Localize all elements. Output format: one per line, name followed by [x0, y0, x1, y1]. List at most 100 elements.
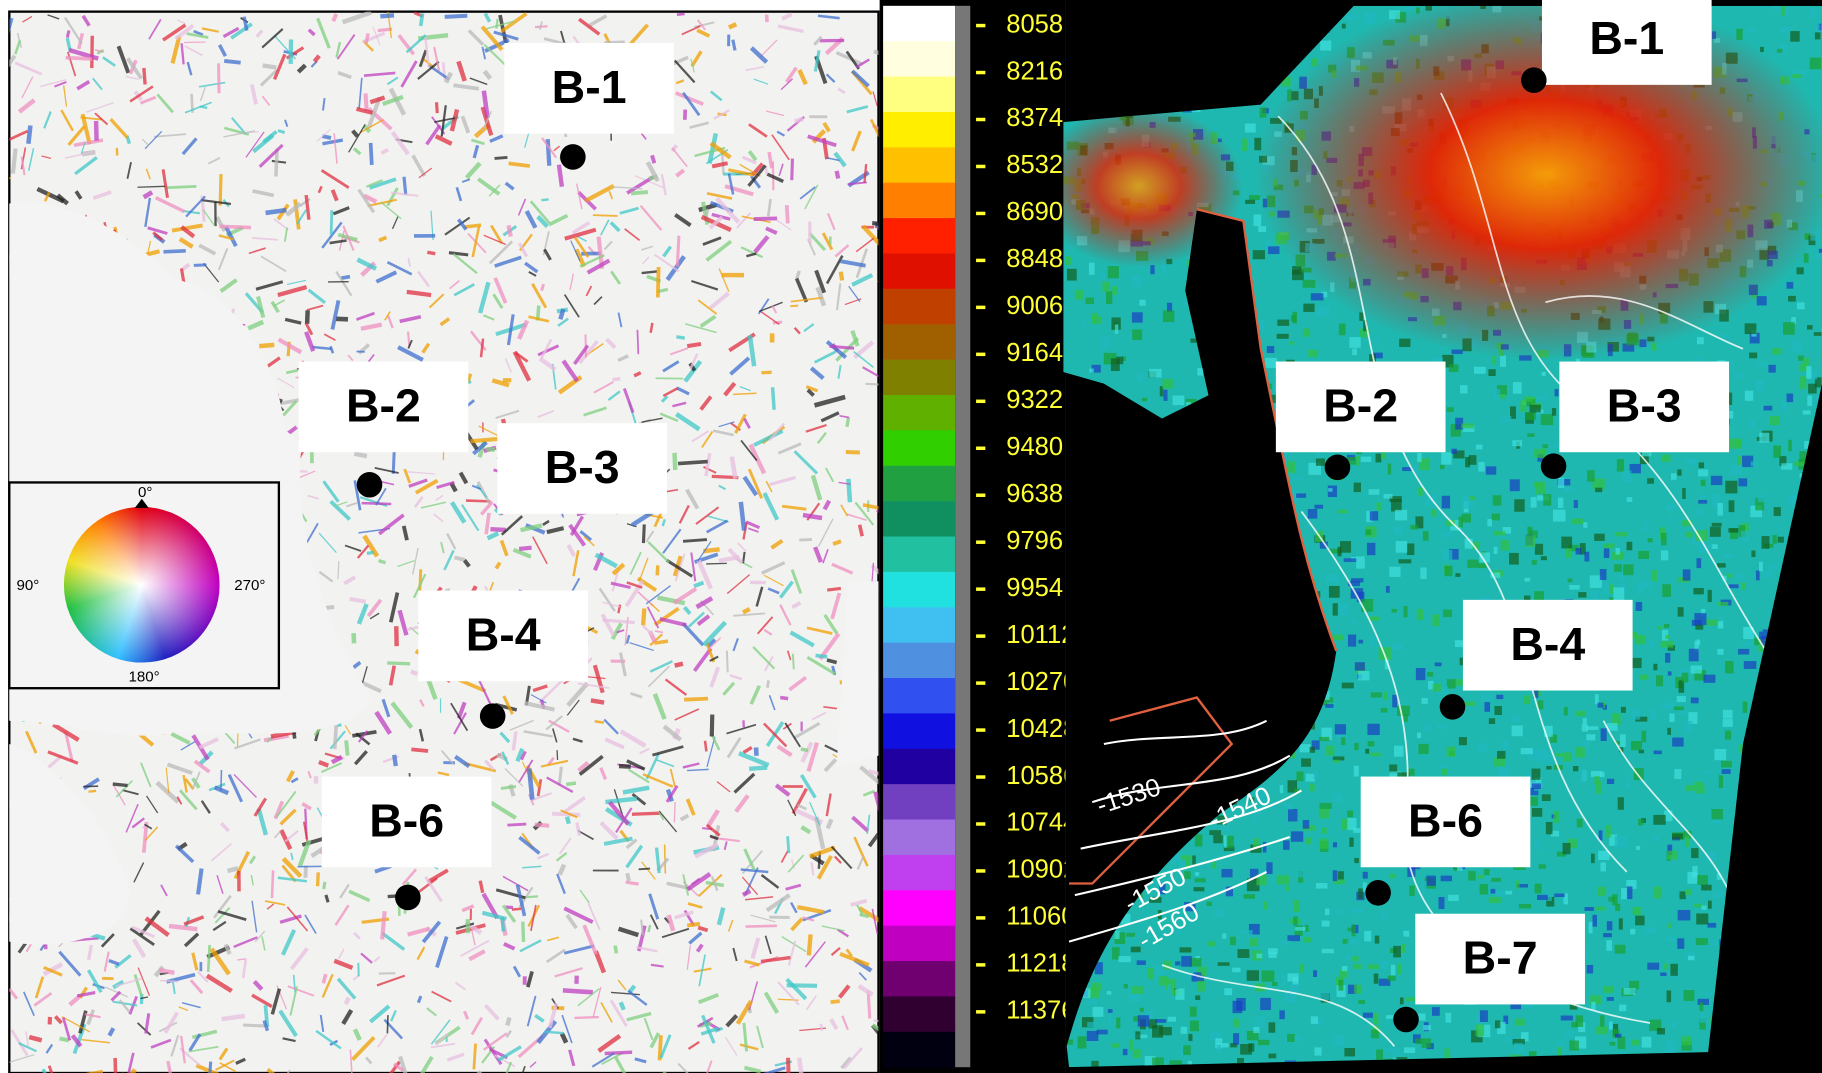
texture-cell — [1773, 507, 1781, 516]
texture-stroke — [278, 1009, 298, 1038]
texture-stroke — [870, 564, 879, 575]
texture-stroke — [363, 193, 378, 204]
colorbar-segment — [883, 642, 956, 679]
texture-stroke — [521, 1065, 526, 1073]
texture-stroke — [664, 678, 688, 696]
texture-stroke — [847, 181, 867, 186]
texture-cell — [1722, 709, 1733, 719]
texture-stroke — [170, 35, 182, 64]
texture-cell — [1237, 1058, 1244, 1068]
texture-cell — [1600, 862, 1606, 872]
texture-cell — [1224, 988, 1233, 996]
texture-cell — [1667, 645, 1676, 651]
texture-stroke — [250, 874, 254, 886]
texture-stroke — [330, 189, 339, 202]
texture-stroke — [851, 69, 870, 88]
texture-cell — [1206, 901, 1212, 907]
texture-cell — [1287, 935, 1301, 942]
texture-cell — [1716, 873, 1722, 880]
texture-stroke — [440, 541, 445, 554]
texture-stroke — [366, 598, 383, 618]
texture-cell — [1742, 641, 1754, 646]
texture-cell — [1475, 444, 1483, 450]
tick-label: 10112 — [1006, 621, 1075, 649]
texture-cell — [1396, 705, 1410, 717]
texture-cell — [1090, 316, 1102, 324]
texture-stroke — [133, 974, 143, 997]
texture-stroke — [481, 910, 507, 921]
texture-cell — [1685, 836, 1689, 848]
texture-stroke — [230, 117, 247, 135]
texture-stroke — [425, 124, 442, 146]
texture-cell — [1815, 252, 1822, 258]
texture-cell — [1499, 393, 1507, 399]
texture-stroke — [624, 228, 641, 242]
texture-cell — [1703, 674, 1716, 683]
texture-cell — [1783, 322, 1795, 335]
texture-stroke — [706, 519, 729, 534]
texture-stroke — [512, 965, 522, 978]
texture-stroke — [460, 115, 471, 134]
texture-cell — [1182, 302, 1189, 307]
texture-stroke — [144, 197, 152, 228]
texture-stroke — [281, 857, 303, 879]
texture-cell — [1551, 408, 1557, 416]
texture-cell — [1717, 621, 1724, 629]
texture-stroke — [283, 227, 289, 242]
texture-stroke — [645, 530, 655, 543]
texture-stroke — [593, 296, 603, 306]
texture-stroke — [380, 147, 389, 155]
well-label: B-3 — [1607, 379, 1682, 431]
texture-cell — [1195, 995, 1201, 1000]
texture-cell — [1314, 504, 1324, 509]
texture-stroke — [626, 175, 655, 195]
texture-stroke — [155, 780, 180, 804]
texture-stroke — [822, 548, 829, 564]
texture-stroke — [617, 354, 629, 363]
texture-stroke — [141, 821, 149, 853]
texture-stroke — [583, 535, 595, 547]
texture-cell — [1399, 997, 1404, 1005]
texture-cell — [1742, 455, 1754, 468]
texture-stroke — [273, 830, 282, 839]
texture-cell — [1476, 874, 1484, 879]
texture-stroke — [254, 930, 266, 943]
texture-cell — [1367, 741, 1375, 747]
texture-stroke — [407, 471, 435, 475]
texture-cell — [1440, 875, 1453, 882]
texture-cell — [1468, 871, 1476, 881]
texture-cell — [1594, 694, 1599, 705]
texture-stroke — [641, 270, 658, 275]
texture-cell — [1512, 440, 1523, 447]
texture-cell — [1347, 456, 1357, 465]
texture-cell — [1669, 713, 1675, 723]
texture-cell — [1353, 765, 1359, 777]
texture-stroke — [529, 200, 551, 224]
texture-cell — [1324, 908, 1330, 916]
texture-cell — [1592, 478, 1605, 490]
texture-cell — [1279, 785, 1284, 794]
texture-cell — [1088, 987, 1100, 999]
texture-cell — [1806, 366, 1812, 379]
texture-cell — [1313, 970, 1318, 978]
texture-stroke — [697, 993, 719, 1005]
texture-stroke — [389, 1060, 401, 1073]
texture-stroke — [359, 118, 384, 134]
texture-stroke — [390, 1009, 397, 1022]
texture-cell — [1197, 966, 1207, 976]
texture-stroke — [539, 338, 553, 360]
texture-stroke — [532, 684, 548, 693]
texture-cell — [1802, 410, 1811, 415]
texture-stroke — [830, 946, 841, 956]
texture-stroke — [591, 1052, 615, 1068]
texture-cell — [1257, 1039, 1270, 1046]
texture-cell — [1660, 972, 1667, 977]
texture-cell — [1558, 477, 1565, 488]
texture-cell — [1131, 312, 1143, 323]
texture-cell — [1390, 964, 1396, 976]
texture-stroke — [766, 198, 772, 217]
texture-stroke — [760, 311, 780, 326]
texture-stroke — [745, 520, 761, 530]
texture-stroke — [9, 17, 14, 34]
texture-stroke — [506, 314, 515, 346]
